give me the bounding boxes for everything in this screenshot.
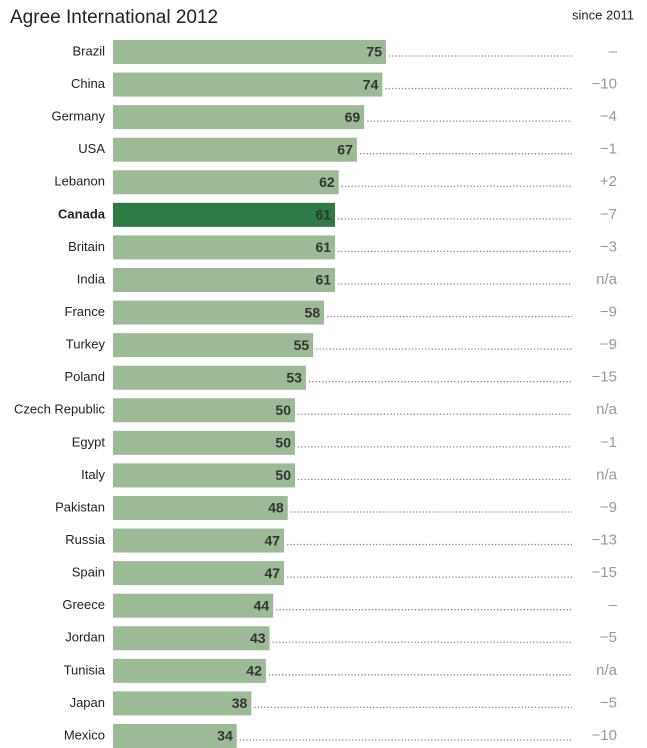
change-label: +2 (600, 173, 617, 190)
category-label: Egypt (72, 434, 106, 449)
bar (113, 170, 339, 195)
change-label: – (609, 43, 618, 60)
category-label: Poland (65, 369, 105, 384)
value-label: 75 (366, 44, 382, 60)
bar (113, 398, 295, 423)
category-label: USA (78, 141, 105, 156)
bar (113, 365, 306, 390)
category-label: Mexico (64, 727, 105, 742)
category-label: Tunisia (64, 662, 106, 677)
bar (113, 235, 336, 260)
bar (113, 626, 270, 651)
change-label: −7 (600, 206, 617, 223)
category-label: Canada (58, 206, 106, 221)
value-label: 62 (319, 174, 335, 190)
change-label: n/a (596, 401, 618, 418)
change-label: −4 (600, 108, 617, 125)
category-label: Japan (70, 695, 105, 710)
value-label: 74 (363, 76, 379, 92)
change-label: −9 (600, 304, 617, 321)
value-label: 50 (275, 402, 291, 418)
value-label: 61 (315, 272, 331, 288)
value-label: 61 (315, 239, 331, 255)
bar (113, 463, 295, 488)
change-label: −3 (600, 238, 617, 255)
category-label: Britain (68, 239, 105, 254)
bar (113, 723, 237, 748)
bar (113, 300, 325, 325)
category-label: Pakistan (55, 499, 105, 514)
change-label: −5 (600, 694, 617, 711)
category-label: Italy (81, 467, 105, 482)
change-label: n/a (596, 662, 618, 679)
change-label: −5 (600, 629, 617, 646)
bar (113, 267, 336, 292)
change-label: −10 (592, 727, 617, 744)
value-label: 34 (217, 728, 233, 744)
change-label: −1 (600, 434, 617, 451)
value-label: 50 (275, 467, 291, 483)
bar (113, 137, 357, 162)
value-label: 61 (315, 207, 331, 223)
value-label: 53 (286, 369, 302, 385)
bar (113, 202, 336, 227)
change-label: −9 (600, 336, 617, 353)
value-label: 43 (250, 630, 266, 646)
category-label: Greece (62, 597, 105, 612)
change-label: n/a (596, 271, 618, 288)
chart-title: Agree International 2012 (10, 7, 218, 28)
value-label: 42 (246, 663, 262, 679)
change-label: −15 (592, 564, 617, 581)
category-label: Spain (72, 565, 105, 580)
value-label: 38 (232, 695, 248, 711)
value-label: 47 (265, 565, 281, 581)
change-label: n/a (596, 466, 618, 483)
bar (113, 40, 386, 64)
value-label: 58 (305, 304, 321, 320)
change-label: −13 (592, 532, 617, 549)
bar (113, 72, 383, 97)
category-label: China (71, 76, 106, 91)
value-label: 50 (275, 435, 291, 451)
bar (113, 561, 285, 586)
bar (113, 495, 288, 520)
value-label: 55 (294, 337, 310, 353)
change-label: −10 (592, 76, 617, 93)
bar (113, 430, 295, 455)
bar (113, 691, 252, 716)
category-label: Czech Republic (14, 402, 106, 417)
category-label: Germany (52, 109, 106, 124)
bar (113, 593, 274, 618)
value-label: 69 (345, 109, 361, 125)
category-label: France (65, 304, 105, 319)
change-label: −9 (600, 499, 617, 516)
value-label: 67 (337, 141, 353, 157)
category-label: Jordan (65, 630, 105, 645)
value-label: 44 (254, 597, 270, 613)
category-label: Russia (65, 532, 106, 547)
category-label: Turkey (66, 337, 106, 352)
value-label: 47 (265, 532, 281, 548)
change-label: −1 (600, 141, 617, 158)
bar (113, 658, 266, 683)
change-label: – (609, 597, 618, 614)
change-header: since 2011 (572, 7, 634, 22)
bar (113, 105, 365, 130)
bar (113, 333, 314, 358)
category-label: India (77, 271, 106, 286)
bar (113, 528, 285, 553)
value-label: 48 (268, 500, 284, 516)
category-label: Lebanon (54, 174, 105, 189)
category-label: Brazil (72, 43, 105, 58)
change-label: −15 (592, 369, 617, 386)
